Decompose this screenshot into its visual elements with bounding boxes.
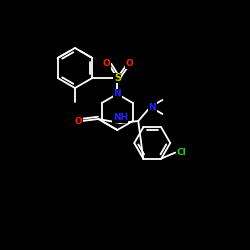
Text: Cl: Cl (176, 148, 186, 157)
Text: O: O (74, 118, 82, 126)
Text: O: O (102, 60, 110, 68)
Text: NH: NH (113, 114, 128, 122)
Text: O: O (126, 60, 133, 68)
Text: S: S (114, 73, 121, 83)
Text: N: N (148, 102, 156, 112)
Text: N: N (114, 90, 121, 98)
